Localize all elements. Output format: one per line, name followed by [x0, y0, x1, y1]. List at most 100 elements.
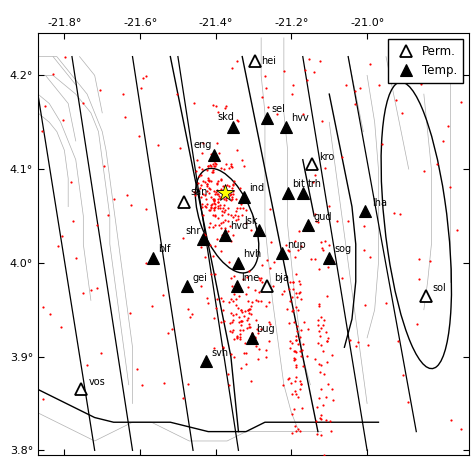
Point: [292, 422, 299, 430]
Point: [211, 211, 219, 219]
Point: [59, 117, 66, 124]
Point: [263, 84, 270, 92]
Point: [318, 385, 325, 392]
Point: [315, 327, 323, 335]
Point: [296, 290, 303, 297]
Point: [246, 305, 254, 313]
Point: [204, 300, 211, 307]
Point: [298, 404, 306, 411]
Point: [267, 205, 274, 213]
Point: [204, 163, 211, 170]
Point: [327, 418, 334, 425]
Point: [210, 223, 217, 230]
Point: [49, 71, 56, 78]
Point: [222, 160, 230, 168]
Point: [211, 221, 219, 229]
Point: [198, 150, 206, 157]
Point: [289, 81, 296, 89]
Point: [316, 394, 323, 401]
Point: [218, 208, 225, 215]
Point: [314, 218, 322, 225]
Point: [230, 353, 238, 360]
Point: [317, 414, 324, 421]
Point: [234, 57, 241, 65]
Point: [297, 428, 304, 435]
Point: [239, 326, 247, 334]
Point: [292, 336, 300, 344]
Point: [238, 308, 246, 316]
Point: [244, 306, 252, 314]
Point: [288, 390, 296, 397]
Point: [327, 467, 335, 474]
Point: [218, 176, 225, 183]
Point: [329, 396, 337, 404]
Point: [227, 309, 235, 317]
Point: [218, 175, 225, 182]
Point: [262, 346, 270, 354]
Point: [198, 165, 206, 173]
Text: sel: sel: [272, 104, 286, 114]
Point: [234, 216, 242, 223]
Text: shr: shr: [185, 226, 201, 236]
Point: [292, 428, 300, 435]
Point: [218, 185, 225, 193]
Point: [300, 462, 308, 469]
Point: [186, 313, 193, 321]
Point: [316, 368, 323, 376]
Point: [321, 164, 329, 172]
Point: [142, 259, 149, 267]
Point: [324, 335, 332, 342]
Point: [293, 294, 301, 301]
Point: [255, 329, 262, 337]
Point: [211, 159, 219, 167]
Point: [296, 377, 303, 384]
Point: [94, 284, 101, 292]
Point: [237, 306, 245, 313]
Point: [233, 333, 241, 340]
Point: [353, 342, 360, 350]
Point: [123, 191, 131, 199]
Point: [342, 82, 350, 89]
Point: [232, 207, 239, 215]
Point: [329, 257, 337, 264]
Point: [294, 393, 301, 401]
Point: [137, 84, 145, 92]
Text: lsk: lsk: [244, 216, 258, 226]
Point: [390, 209, 397, 217]
Point: [224, 228, 231, 235]
Point: [263, 353, 270, 361]
Point: [228, 295, 235, 302]
Text: vos: vos: [88, 377, 105, 387]
Text: gud: gud: [313, 211, 332, 222]
Point: [179, 234, 187, 242]
Point: [210, 204, 218, 212]
Point: [319, 401, 327, 408]
Point: [199, 203, 206, 210]
Point: [229, 326, 237, 333]
Point: [195, 163, 203, 171]
Point: [219, 205, 227, 212]
Point: [305, 55, 312, 63]
Point: [203, 166, 211, 174]
Point: [40, 395, 47, 403]
Point: [252, 296, 260, 303]
Point: [80, 99, 87, 106]
Point: [245, 310, 252, 317]
Point: [245, 314, 252, 321]
Point: [291, 405, 298, 412]
Point: [311, 255, 319, 263]
Point: [415, 255, 423, 263]
Point: [211, 203, 219, 210]
Point: [312, 218, 319, 225]
Point: [216, 204, 224, 211]
Point: [315, 265, 322, 273]
Point: [225, 298, 232, 306]
Point: [214, 177, 221, 185]
Point: [135, 132, 143, 140]
Point: [254, 298, 262, 305]
Text: hvh: hvh: [243, 249, 262, 259]
Point: [292, 391, 300, 398]
Point: [252, 317, 259, 324]
Point: [210, 314, 218, 322]
Point: [303, 76, 311, 84]
